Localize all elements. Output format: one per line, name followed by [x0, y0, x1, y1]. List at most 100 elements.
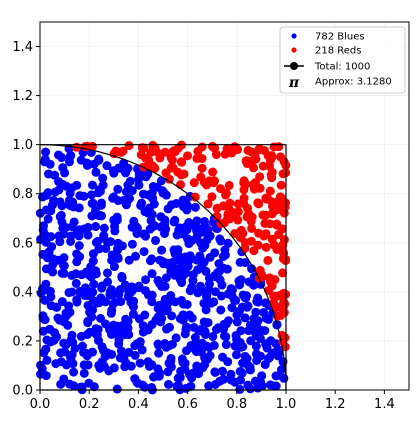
data-point-blue: [90, 205, 100, 215]
data-point-blue: [155, 278, 165, 288]
y-tick-label: 0.0: [12, 384, 33, 399]
data-point-red: [197, 154, 207, 164]
data-point-blue: [247, 264, 257, 274]
data-point-blue: [193, 288, 203, 298]
data-point-red: [146, 147, 156, 157]
data-point-red: [265, 186, 275, 196]
data-point-red: [265, 273, 275, 283]
data-point-red: [272, 205, 282, 215]
data-point-blue: [209, 297, 219, 307]
data-point-blue: [145, 256, 155, 266]
data-point-blue: [171, 333, 181, 343]
data-point-blue: [113, 184, 123, 194]
data-point-blue: [144, 203, 154, 213]
data-point-blue: [182, 225, 192, 235]
data-point-red: [235, 232, 245, 242]
data-point-blue: [271, 371, 281, 381]
data-point-blue: [59, 261, 69, 271]
data-point-blue: [185, 251, 195, 261]
data-point-red: [255, 265, 265, 275]
data-point-red: [166, 153, 176, 163]
legend-label-approx: Approx: 3.1280: [315, 77, 392, 88]
data-point-blue: [279, 373, 289, 383]
data-point-red: [263, 255, 273, 265]
data-point-red: [263, 194, 273, 204]
data-point-red: [196, 172, 206, 182]
data-point-blue: [89, 279, 99, 289]
legend: 782 Blues 218 Reds Total: 1000 π Approx:…: [279, 26, 406, 94]
data-point-blue: [115, 353, 125, 363]
data-point-blue: [229, 295, 239, 305]
data-point-red: [255, 172, 265, 182]
data-point-blue: [154, 348, 164, 358]
data-point-blue: [123, 163, 133, 173]
data-point-blue: [208, 332, 218, 342]
data-point-blue: [121, 187, 131, 197]
data-point-blue: [40, 315, 50, 325]
data-point-blue: [94, 360, 104, 370]
data-point-blue: [74, 241, 84, 251]
axis-ticks: 0.0 0.2 0.4 0.6 0.8 1.0 1.2 1.4 0.0 0.2 0.4 0.6 0.8 1…: [12, 40, 394, 412]
data-point-blue: [153, 371, 163, 381]
data-point-blue: [190, 333, 200, 343]
data-point-red: [279, 297, 289, 307]
data-point-blue: [273, 351, 283, 361]
data-point-red: [259, 231, 269, 241]
data-point-blue: [158, 256, 168, 266]
data-point-blue: [192, 216, 202, 226]
data-point-blue: [87, 347, 97, 357]
data-point-red: [260, 218, 270, 228]
data-point-red: [149, 163, 159, 173]
data-point-blue: [134, 174, 144, 184]
data-point-blue: [200, 216, 210, 226]
data-point-blue: [136, 200, 146, 210]
data-point-blue: [150, 221, 160, 231]
data-point-red: [247, 212, 257, 222]
data-point-blue: [38, 221, 48, 231]
data-point-blue: [201, 266, 211, 276]
data-point-red: [207, 192, 217, 202]
data-point-blue: [276, 365, 286, 375]
data-point-blue: [126, 298, 136, 308]
data-point-blue: [170, 215, 180, 225]
data-point-blue: [164, 358, 174, 368]
data-point-blue: [66, 231, 76, 241]
data-point-blue: [114, 163, 124, 173]
legend-marker-total: [290, 62, 298, 70]
data-point-blue: [67, 222, 77, 232]
data-point-blue: [251, 376, 261, 386]
x-tick-label: 0.2: [79, 397, 100, 412]
data-point-blue: [231, 331, 241, 341]
data-point-blue: [157, 313, 167, 323]
data-point-blue: [238, 342, 248, 352]
data-point-blue: [99, 223, 109, 233]
data-point-blue: [182, 346, 192, 356]
data-point-blue: [184, 218, 194, 228]
data-point-blue: [114, 339, 124, 349]
data-point-blue: [112, 384, 122, 394]
data-point-blue: [87, 180, 97, 190]
data-point-blue: [261, 313, 271, 323]
data-point-blue: [77, 382, 87, 392]
data-point-blue: [134, 314, 144, 324]
data-point-red: [261, 210, 271, 220]
data-point-blue: [117, 271, 127, 281]
data-point-blue: [109, 262, 119, 272]
data-point-red: [243, 145, 253, 155]
data-point-blue: [68, 381, 78, 391]
data-point-blue: [124, 287, 134, 297]
data-point-blue: [160, 339, 170, 349]
data-point-blue: [107, 349, 117, 359]
data-point-blue: [97, 198, 107, 208]
data-point-red: [269, 291, 279, 301]
data-point-blue: [130, 350, 140, 360]
data-point-red: [259, 146, 269, 156]
data-point-blue: [141, 275, 151, 285]
data-point-blue: [132, 339, 142, 349]
data-point-red: [276, 180, 286, 190]
data-point-blue: [141, 172, 151, 182]
data-point-red: [279, 288, 289, 298]
data-point-blue: [232, 317, 242, 327]
data-point-red: [203, 199, 213, 209]
data-point-blue: [210, 272, 220, 282]
